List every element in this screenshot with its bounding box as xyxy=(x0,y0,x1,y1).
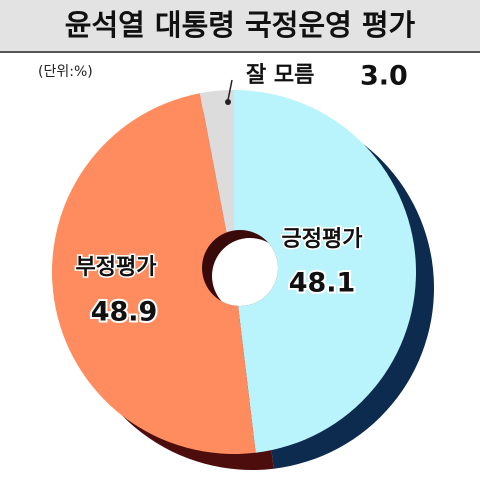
slice xyxy=(199,90,234,272)
leader-line xyxy=(227,79,233,101)
unit-label: (단위:%) xyxy=(38,64,93,80)
title-band xyxy=(0,0,480,52)
label-layer: 긍정평가 48.1 부정평가 48.9 잘 모름 3.0 xyxy=(74,59,410,330)
chart-title: 윤석열 대통령 국정운영 평가 xyxy=(65,8,416,42)
slice-layer xyxy=(51,90,416,455)
category-label: 잘 모름 xyxy=(246,63,314,88)
category-label: 긍정평가 xyxy=(282,227,363,252)
leader-dot xyxy=(225,99,231,105)
category-label: 부정평가 xyxy=(76,255,157,280)
value-label: 48.9 xyxy=(91,297,158,328)
value-label: 3.0 xyxy=(360,61,408,92)
value-label: 48.1 xyxy=(289,268,356,299)
slice xyxy=(51,93,256,455)
slice xyxy=(234,90,416,453)
